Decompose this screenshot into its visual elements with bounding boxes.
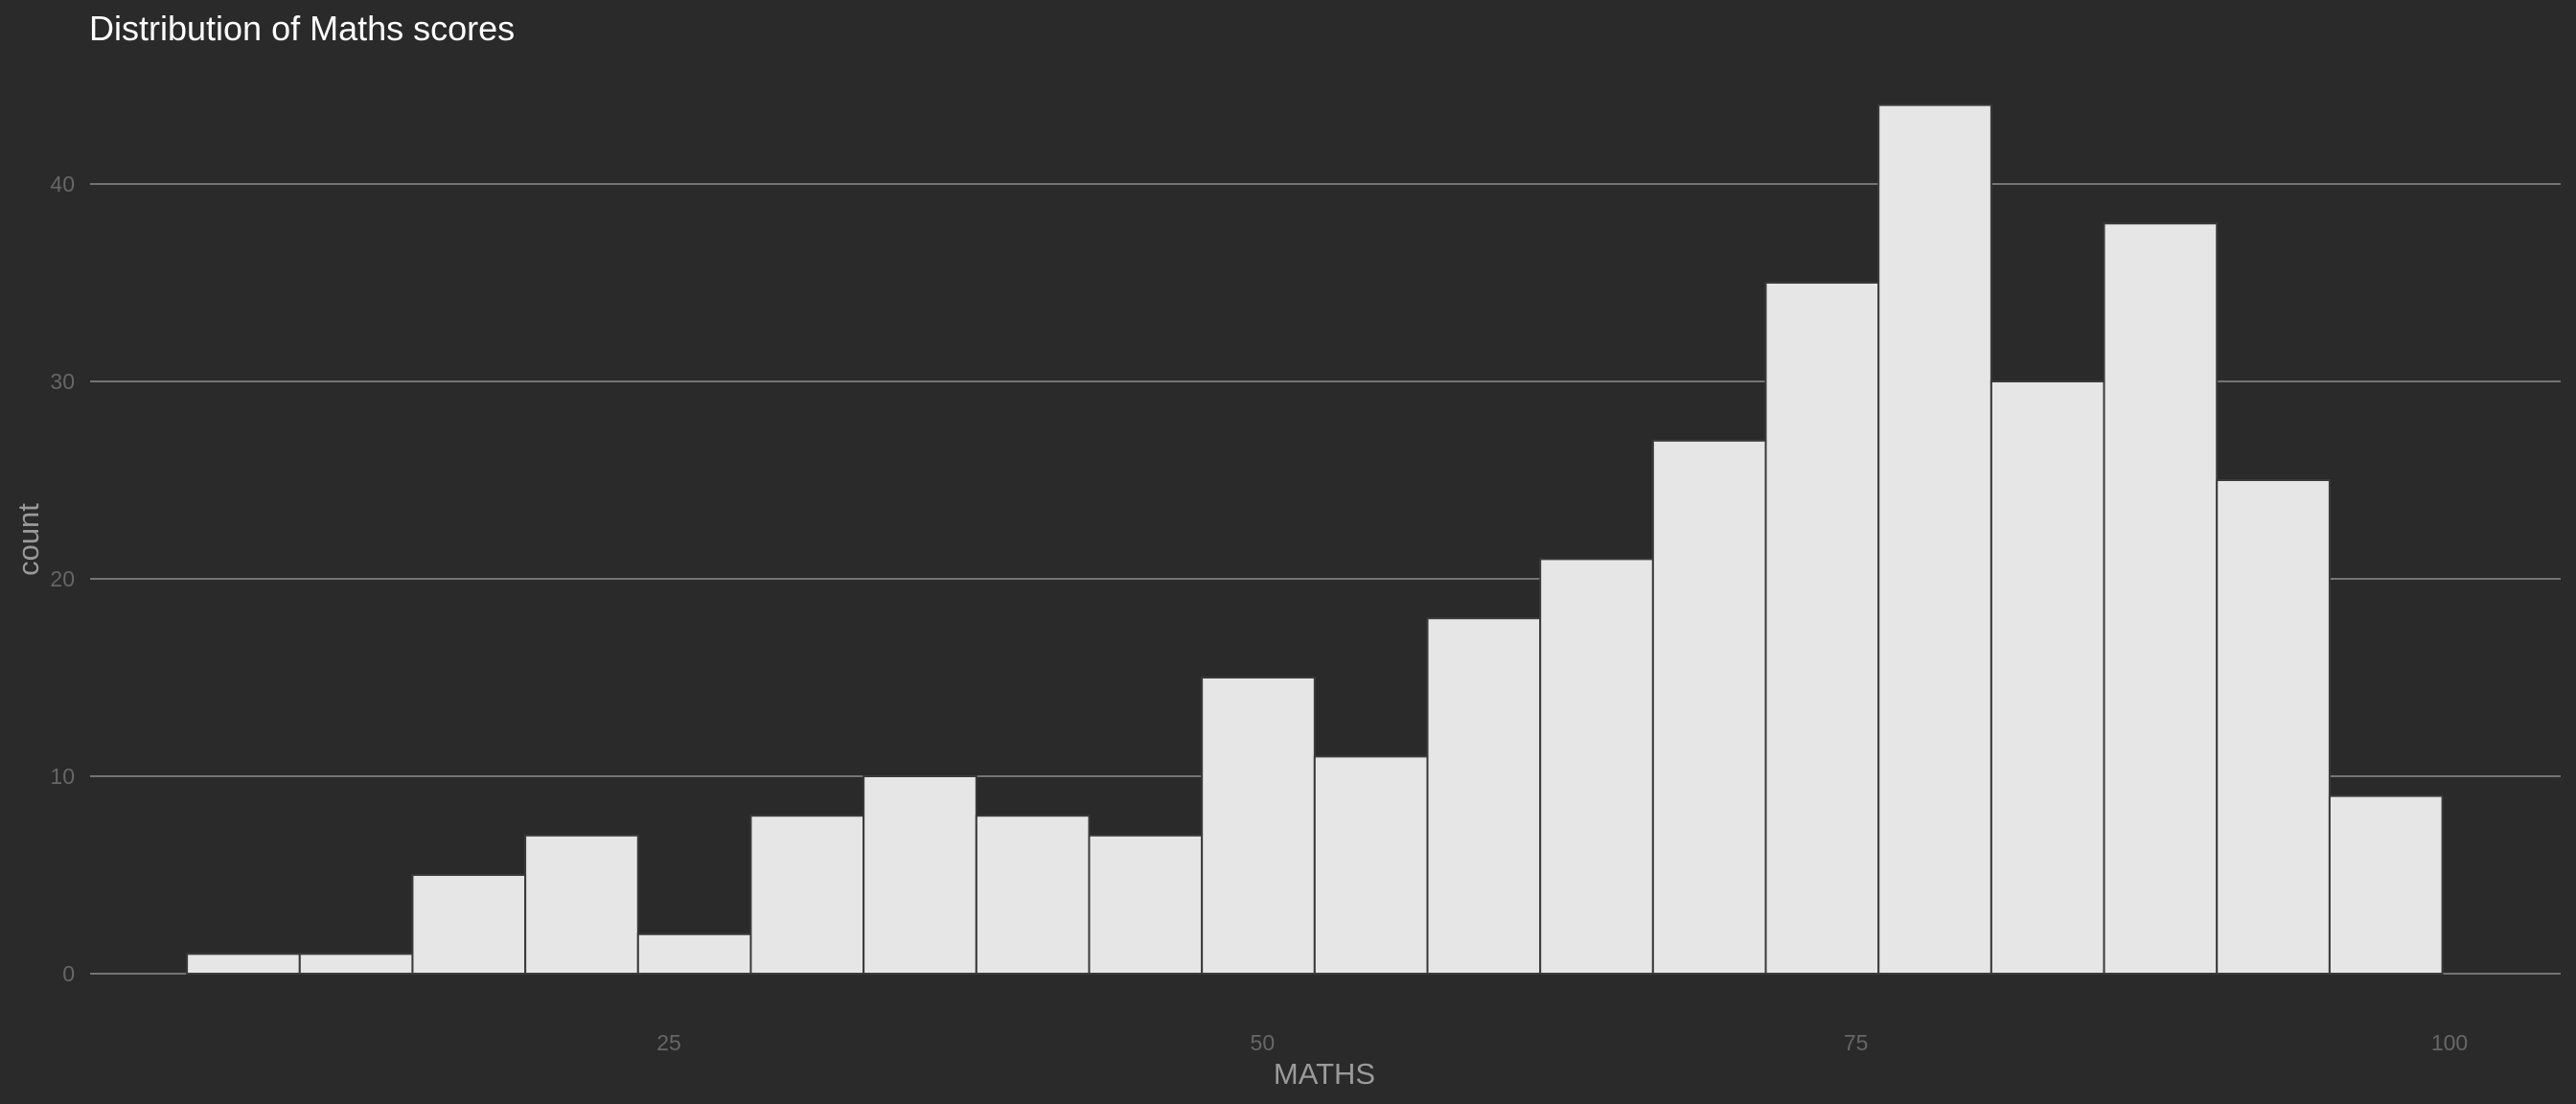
y-tick-label: 10 (50, 764, 75, 789)
y-tick-label: 0 (62, 961, 75, 986)
histogram-bar (636, 932, 752, 975)
x-axis-ticks: 25 50 75 100 (656, 1030, 2468, 1055)
x-tick-label: 25 (656, 1030, 681, 1055)
histogram-bar (1539, 558, 1654, 976)
histogram-bar (2328, 794, 2444, 975)
histogram-bar (862, 775, 978, 975)
y-axis-label: count (12, 503, 45, 576)
histogram-bar (1990, 380, 2105, 975)
y-tick-label: 40 (50, 172, 75, 196)
y-tick-label: 20 (50, 566, 75, 591)
histogram-bar (411, 874, 527, 975)
histogram-bar (298, 953, 414, 976)
y-tick-label: 30 (50, 369, 75, 394)
histogram-bar (1201, 677, 1316, 975)
histogram-bar (1313, 755, 1429, 976)
histogram-bar (2103, 222, 2219, 975)
x-axis-label: MATHS (1274, 1057, 1375, 1091)
histogram-bar (1764, 282, 1880, 975)
x-tick-label: 75 (1844, 1030, 1869, 1055)
bars (186, 104, 2444, 976)
histogram-bar (1088, 834, 1204, 975)
x-tick-label: 50 (1251, 1030, 1276, 1055)
x-tick-label: 100 (2431, 1030, 2468, 1055)
histogram-bar (524, 834, 639, 975)
y-axis-ticks: 0 10 20 30 40 (50, 172, 75, 986)
histogram-bar (975, 815, 1091, 976)
histogram-bar (749, 815, 865, 976)
histogram-bar (2216, 479, 2331, 975)
histogram-bar (1651, 439, 1767, 975)
chart-title: Distribution of Maths scores (89, 9, 515, 48)
histogram-bar (1426, 617, 1542, 975)
histogram-bar (1877, 104, 1992, 976)
histogram-bar (186, 953, 301, 976)
